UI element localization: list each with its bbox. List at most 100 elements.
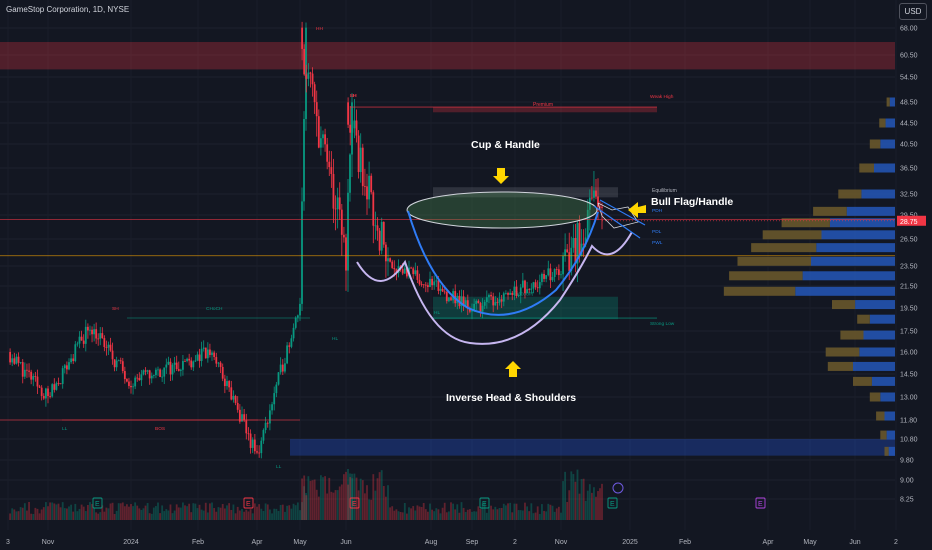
candle-body [72,358,75,362]
volume-profile-bar [857,314,870,324]
candle-body [78,336,81,344]
volume-bar [258,504,261,520]
volume-profile-bar [885,118,895,128]
volume-bar [228,503,231,520]
structure-label: PDH [652,208,663,214]
volume-bar [72,511,75,520]
volume-bar [234,513,237,520]
candle-body [483,302,486,306]
volume-bar [332,492,335,520]
volume-bar [517,510,520,520]
cup-rim-ellipse [406,191,598,229]
candle-body [148,370,151,379]
price-tick-label: 11.80 [900,418,917,425]
volume-bar [49,502,51,520]
candle-body [418,279,421,285]
candle-body [126,379,128,382]
candle-body [395,269,398,273]
volume-bar [179,507,182,520]
volume-profile-bar [827,361,853,371]
candle-body [568,252,571,272]
volume-bar [161,505,164,520]
volume-bar [410,508,412,520]
volume-profile-bar [840,330,864,340]
volume-bar [338,486,341,520]
volume-bar [320,475,322,520]
volume-bar [277,510,280,520]
volume-bar [549,504,552,520]
candle-body [194,360,197,362]
candle-body [393,267,396,270]
candle-body [247,433,250,435]
volume-bar [206,512,209,520]
volume-bar [284,511,286,520]
candle-body [564,249,567,257]
volume-bar [260,508,263,520]
volume-bar [128,506,130,520]
bull-flag-channel [599,199,646,226]
volume-bar [63,508,66,520]
volume-bar [576,469,579,520]
candle-body [382,222,385,245]
candle-body [80,336,83,341]
candle-body [9,352,12,363]
candle-body [256,451,258,453]
volume-bar [91,504,93,520]
event-marker-label: E [246,501,251,508]
volume-bar [155,506,157,520]
candle-body [553,269,556,278]
volume-bar [521,510,524,520]
candle-body [469,308,471,312]
candle-body [232,395,235,400]
volume-bar [593,487,595,520]
volume-bar [111,502,114,520]
volume-bar [462,507,465,520]
cup-curve [407,210,599,316]
volume-bar [236,506,239,520]
currency-button[interactable]: USD [899,3,927,20]
price-axis[interactable]: 68.00 60.50 54.50 48.50 44.50 40.50 36.50 32.50… [897,26,926,504]
candle-body [601,206,603,208]
candle-body [328,161,331,168]
candle-body [70,358,72,363]
volume-bar [562,481,564,520]
volume-bar [311,480,314,520]
volume-bar [574,481,577,520]
candle-body [326,144,329,162]
candle-body [228,381,231,388]
volume-bar [601,483,603,520]
candle-body [481,305,484,312]
time-axis[interactable]: 3 Nov 2024 Feb Apr May Jun Aug Sep 2 Nov 2025 Feb Apr… [6,539,898,546]
time-tick-label: Jun [340,539,351,546]
volume-bar [530,503,533,520]
candle-body [336,197,339,210]
volume-bar [109,503,112,520]
candle-body [74,344,77,362]
candle-body [167,361,170,365]
candle-body [303,119,305,202]
candle-body [95,329,98,339]
candle-body [40,387,43,396]
candle-body [517,295,520,297]
candle-body [262,430,265,441]
candle-body [288,345,291,347]
volume-bar [217,507,220,520]
candle-body [549,268,552,281]
candle-body [128,381,130,386]
volume-bar [454,509,457,520]
candle-body [441,288,444,292]
volume-bar [347,484,349,520]
volume-bar [163,511,166,520]
volume-profile-bar [880,139,895,149]
candle-body [138,378,141,381]
volume-bar [370,499,373,520]
candle-body [84,326,87,344]
candle-body [586,209,589,238]
candle-body [273,393,276,405]
volume-bar [243,511,246,520]
volume-bar [105,507,108,520]
event-marker-label: E [95,501,100,508]
candle-body [477,300,480,304]
time-tick-label: May [293,539,307,546]
